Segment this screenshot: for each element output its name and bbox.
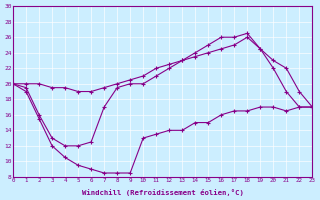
X-axis label: Windchill (Refroidissement éolien,°C): Windchill (Refroidissement éolien,°C) (82, 189, 244, 196)
